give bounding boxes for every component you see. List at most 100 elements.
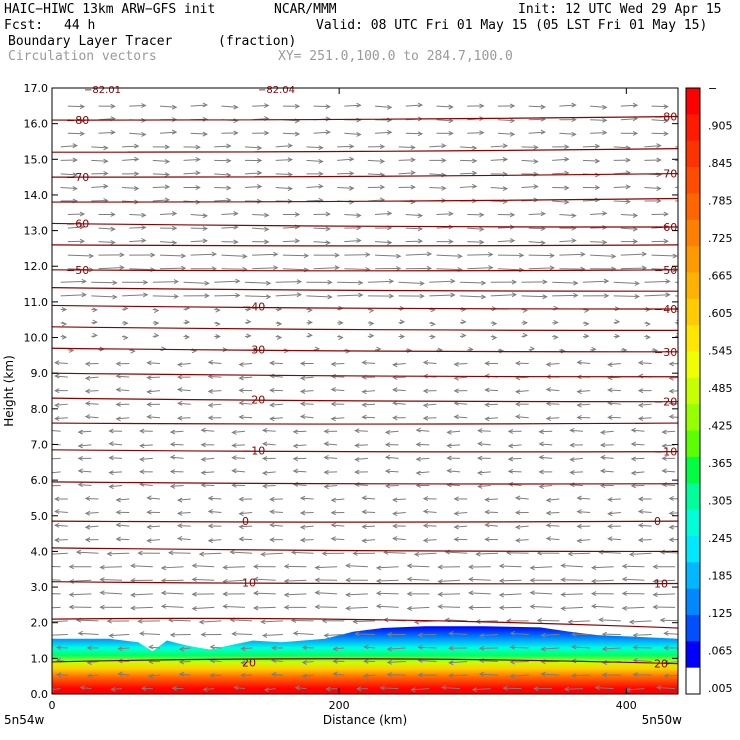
wind-vector-head — [352, 619, 358, 625]
wind-vector — [638, 524, 652, 527]
wind-vector-head — [415, 427, 421, 433]
wind-vector-head — [176, 415, 183, 421]
wind-vector-head — [99, 590, 105, 596]
contour-label: 0 — [242, 515, 249, 528]
wind-vector-head — [246, 333, 252, 339]
wind-vector — [76, 619, 99, 622]
wind-vector-head — [645, 321, 651, 327]
wind-vector — [152, 281, 179, 283]
wind-vector-head — [625, 199, 631, 205]
wind-vector — [52, 606, 61, 609]
wind-vector-head — [86, 673, 92, 679]
wind-vector-head — [261, 441, 268, 447]
wind-vector — [159, 105, 177, 108]
wind-vector — [662, 484, 676, 486]
contour-label: −60 — [66, 217, 89, 230]
wind-vector — [669, 377, 678, 379]
wind-vector-head — [86, 645, 92, 651]
wind-vector-head — [231, 631, 237, 637]
wind-vector — [76, 551, 99, 554]
contour-label: −10 — [654, 446, 677, 459]
wind-vector-head — [533, 144, 539, 150]
wind-vector — [590, 105, 607, 108]
wind-vector-head — [522, 332, 529, 338]
wind-vector — [252, 267, 278, 270]
wind-vector — [405, 132, 422, 135]
wind-vector — [438, 579, 461, 582]
wind-vector — [178, 512, 191, 514]
wind-vector — [199, 620, 222, 623]
wind-vector-head — [509, 103, 516, 109]
forecast-label: Fcst: — [4, 18, 44, 33]
wind-vector-head — [509, 673, 515, 679]
wind-vector — [385, 456, 399, 459]
wind-vector-head — [299, 414, 306, 419]
wind-vector — [355, 457, 368, 461]
wind-vector-head — [301, 659, 308, 665]
wind-vector — [78, 632, 99, 635]
wind-vector — [405, 240, 422, 243]
temperature-contour — [52, 326, 678, 332]
wind-vector-head — [659, 549, 665, 555]
wind-vector — [263, 633, 283, 637]
wind-vector-head — [117, 646, 123, 652]
wind-vector-head — [269, 402, 275, 408]
wind-vector-head — [602, 130, 608, 136]
wind-vector — [346, 606, 368, 609]
wind-vector-head — [330, 416, 336, 422]
wind-vector — [530, 566, 553, 569]
wind-vector — [398, 281, 424, 284]
wind-vector-head — [290, 549, 297, 555]
wind-vector — [55, 403, 68, 406]
wind-vector — [263, 443, 276, 446]
wind-vector-head — [392, 497, 398, 503]
wind-vector — [467, 241, 484, 243]
wind-vector-head — [130, 563, 136, 569]
wind-vector-head — [207, 523, 214, 529]
wind-vector — [85, 376, 99, 379]
wind-vector-head — [207, 415, 214, 421]
wind-vector-head — [632, 645, 638, 650]
wind-vector-head — [79, 238, 86, 244]
wind-vector — [414, 552, 437, 555]
wind-vector-head — [422, 538, 429, 543]
wind-vector-head — [77, 429, 83, 435]
wind-vector-head — [356, 102, 362, 108]
wind-vector-head — [488, 265, 494, 271]
wind-vector-head — [446, 455, 452, 461]
wind-vector — [324, 443, 338, 446]
wind-vector-head — [307, 319, 313, 325]
colorbar-swatch — [686, 351, 700, 379]
wind-vector-head — [479, 239, 485, 245]
wind-vector-head — [176, 374, 183, 380]
wind-vector-head — [209, 673, 215, 678]
wind-vector-head — [314, 590, 320, 596]
wind-vector-head — [207, 359, 214, 365]
wind-vector — [270, 403, 283, 406]
wind-vector-head — [553, 320, 559, 325]
wind-vector — [252, 227, 269, 230]
wind-vector — [306, 199, 323, 202]
wind-vector — [107, 552, 130, 555]
wind-vector — [159, 212, 177, 216]
wind-vector-head — [345, 592, 351, 598]
wind-vector — [516, 497, 529, 500]
wind-vector — [423, 525, 437, 527]
wind-vector — [436, 268, 462, 271]
wind-vector — [423, 361, 437, 365]
wind-vector-head — [238, 536, 244, 542]
wind-vector-head — [171, 240, 178, 246]
wind-vector-head — [171, 225, 178, 231]
wind-vector — [284, 593, 307, 596]
wind-vector-head — [540, 211, 546, 217]
wind-vector-head — [299, 537, 306, 543]
wind-vector — [275, 294, 301, 297]
wind-vector-head — [387, 240, 393, 246]
wind-vector-head — [529, 590, 535, 596]
wind-vector — [60, 280, 86, 283]
wind-vector-head — [296, 292, 303, 298]
wind-vector — [620, 227, 638, 230]
wind-vector-head — [621, 605, 628, 611]
wind-vector-head — [54, 388, 60, 394]
wind-vector-head — [533, 686, 539, 692]
